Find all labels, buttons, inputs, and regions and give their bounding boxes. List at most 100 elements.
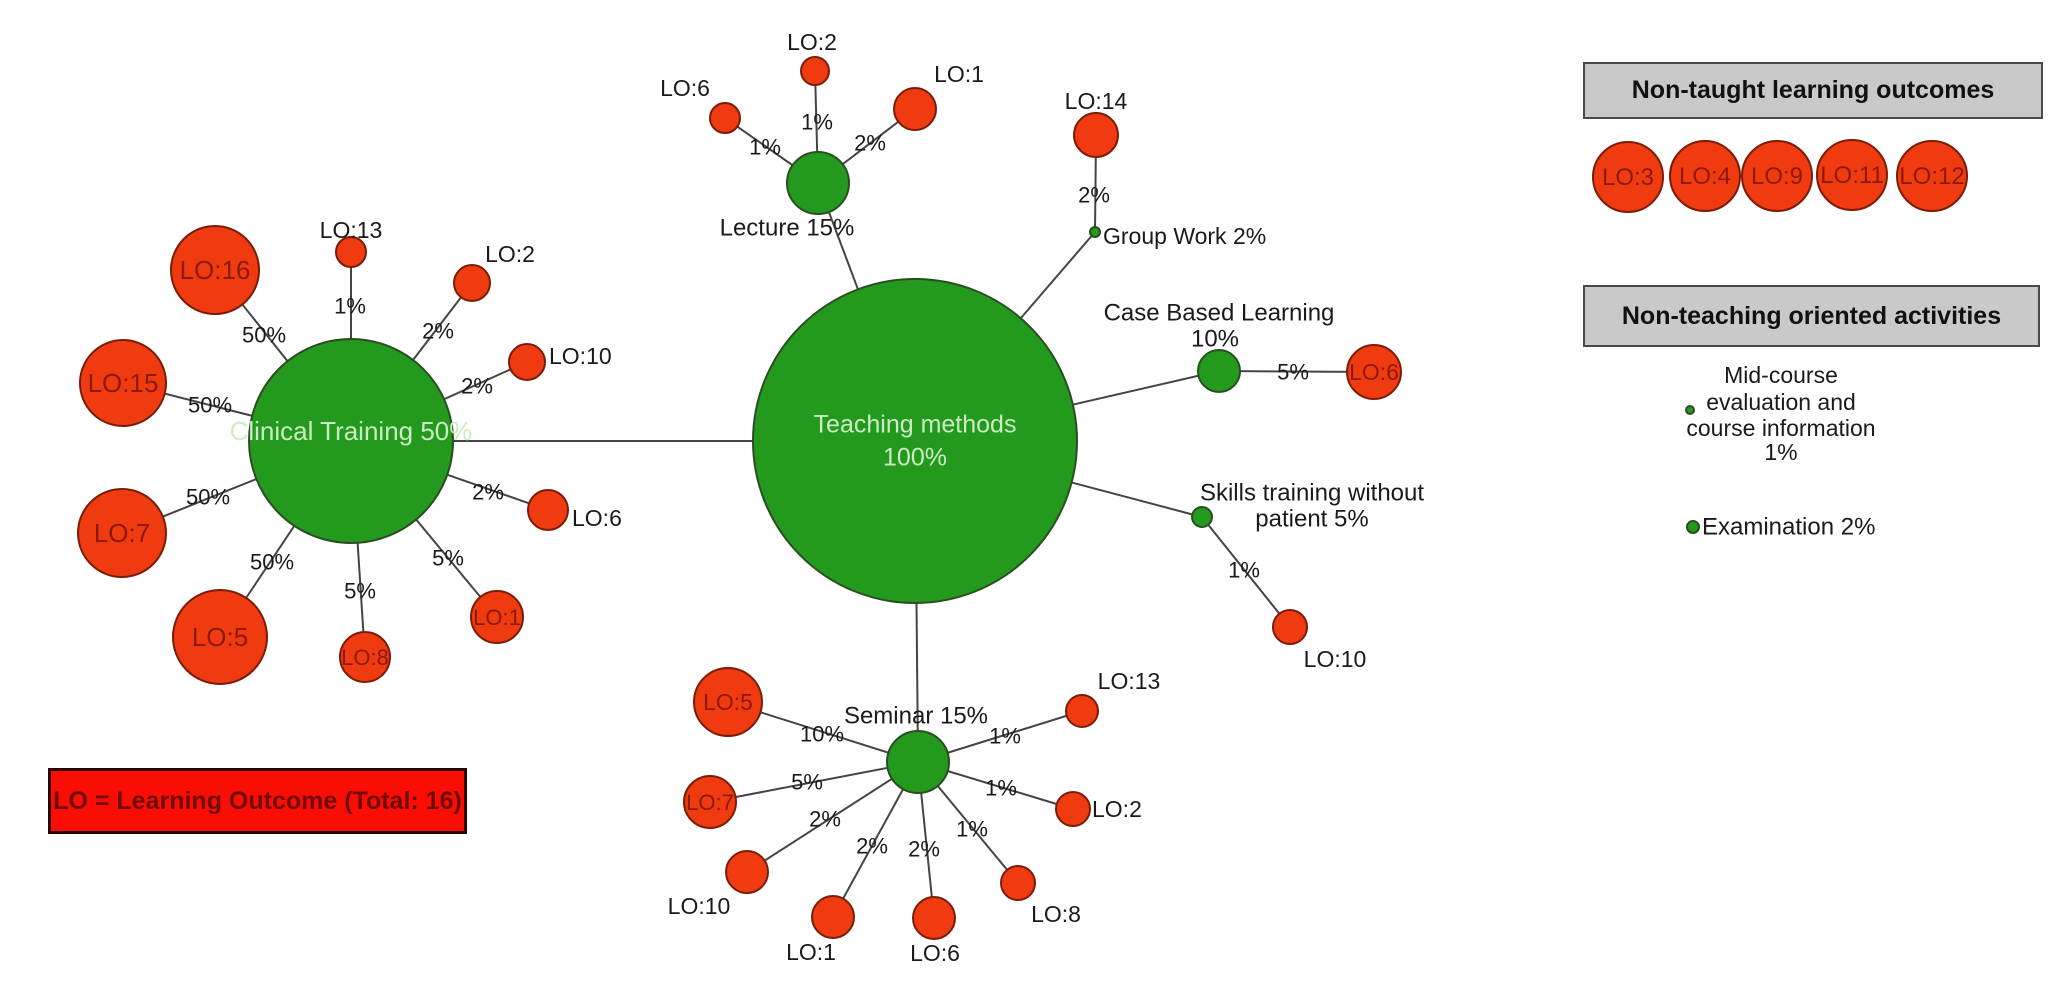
- edge-label-seminar-sem-lo7: 5%: [791, 770, 823, 795]
- sk-lo10-label: LO:10: [1304, 646, 1367, 672]
- edge-label-lecture-lec-lo1: 2%: [854, 131, 886, 156]
- node-label-ct-lo5: LO:5: [192, 622, 248, 652]
- ct-lo6-label: LO:6: [572, 505, 622, 531]
- edge-label-seminar-sem-lo6: 2%: [908, 837, 940, 862]
- node-ct-lo6: [527, 489, 569, 531]
- node-sem-lo13: [1065, 694, 1099, 728]
- legend-box-non-taught-outcomes: Non-taught learning outcomes: [1583, 62, 2043, 119]
- node-teaching-methods: [752, 278, 1078, 604]
- node-case-based-learning: [1197, 349, 1241, 393]
- sem-lo10-label: LO:10: [668, 893, 731, 919]
- edge-label-group-work-lo14: 2%: [1078, 183, 1110, 208]
- edge-label-clinical-training-ct-lo13: 1%: [334, 294, 366, 319]
- edge-label-seminar-sem-lo1: 2%: [856, 834, 888, 859]
- seminar-label: Seminar 15%: [844, 703, 988, 730]
- lec-lo1-label: LO:1: [934, 61, 984, 87]
- node-label-ct-lo7: LO:7: [94, 518, 150, 548]
- cbl-label-line1: Case Based Learning: [1104, 300, 1335, 327]
- node-sem-lo1: [811, 895, 855, 939]
- skills-label-line2: patient 5%: [1255, 506, 1368, 533]
- node-ct-lo10: [508, 343, 546, 381]
- legend-box-non-teaching-activities: Non-teaching oriented activities: [1583, 285, 2040, 347]
- node-ct-lo16: [170, 225, 260, 315]
- node-label-cbl-lo6: LO:6: [1349, 359, 1399, 385]
- node-lecture: [786, 151, 850, 215]
- node-label-sem-lo7: LO:7: [686, 790, 734, 815]
- node-seminar: [886, 730, 950, 794]
- edge-label-seminar-sem-lo13: 1%: [989, 724, 1021, 749]
- node-cbl-lo6: [1346, 344, 1402, 400]
- edge-label-clinical-training-ct-lo10: 2%: [461, 374, 493, 399]
- node-label-ct-lo15: LO:15: [88, 368, 159, 398]
- node-label-legend-lo4: LO:4: [1679, 163, 1731, 190]
- node-sem-lo6: [912, 896, 956, 940]
- key-box-learning-outcome: LO = Learning Outcome (Total: 16): [48, 768, 467, 834]
- node-legend-lo4: [1669, 140, 1741, 212]
- edge-label-case-based-learning-cbl-lo6: 5%: [1277, 360, 1309, 385]
- node-ct-lo13: [335, 236, 367, 268]
- node-legend-lo12: [1896, 140, 1968, 212]
- node-label-ct-lo8: LO:8: [341, 645, 389, 670]
- ct-lo2-label: LO:2: [485, 241, 535, 267]
- midcourse-label-line4: 1%: [1764, 439, 1797, 465]
- node-label-clinical-training: Clinical Training 50%: [230, 416, 473, 446]
- edge-label-seminar-sem-lo10: 2%: [809, 807, 841, 832]
- legend-box-non-teaching-title: Non-teaching oriented activities: [1621, 301, 2002, 330]
- node-label-legend-lo12: LO:12: [1899, 163, 1964, 190]
- node-ct-lo15: [79, 339, 167, 427]
- key-box-text: LO = Learning Outcome (Total: 16): [53, 786, 462, 815]
- edge-label-clinical-training-ct-lo1: 5%: [432, 546, 464, 571]
- node-ct-lo8: [339, 631, 391, 683]
- node-examination-dot: [1686, 520, 1700, 534]
- lo14-label: LO:14: [1065, 88, 1128, 114]
- node-legend-lo9: [1741, 140, 1813, 212]
- group-work-label: Group Work 2%: [1103, 223, 1266, 249]
- node-sem-lo8: [1000, 865, 1036, 901]
- edge-label-skills-training-sk-lo10: 1%: [1228, 558, 1260, 583]
- midcourse-label-line3: course information: [1686, 415, 1875, 441]
- ct-lo10-label: LO:10: [549, 343, 612, 369]
- ct-lo13-label: LO:13: [320, 217, 383, 243]
- node-midcourse-dot: [1685, 405, 1695, 415]
- sem-lo1-label: LO:1: [786, 939, 836, 965]
- edge-seminar-sem-lo7: [709, 761, 919, 803]
- node-sem-lo2: [1055, 791, 1091, 827]
- edge-label-clinical-training-ct-lo7: 50%: [186, 485, 230, 510]
- node-lo14: [1073, 112, 1119, 158]
- edge-label-seminar-sem-lo8: 1%: [956, 817, 988, 842]
- node-ct-lo2: [453, 264, 491, 302]
- node-group-work: [1089, 226, 1101, 238]
- node-lec-lo1: [893, 87, 937, 131]
- lecture-label: Lecture 15%: [720, 215, 855, 242]
- node-sem-lo7: [683, 775, 737, 829]
- node-ct-lo7: [77, 488, 167, 578]
- node-ct-lo5: [172, 589, 268, 685]
- midcourse-label-line1: Mid-course: [1724, 362, 1838, 388]
- sem-lo2-label: LO:2: [1092, 796, 1142, 822]
- edge-skills-training-sk-lo10: [1201, 516, 1291, 628]
- node-legend-lo3: [1592, 141, 1664, 213]
- node-label-legend-lo11: LO:11: [1820, 162, 1884, 189]
- edge-label-lecture-lec-lo6: 1%: [749, 135, 781, 160]
- cbl-label-line2: 10%: [1191, 326, 1239, 353]
- node-label-ct-lo16: LO:16: [180, 255, 251, 285]
- node-skills-training: [1191, 506, 1213, 528]
- node-lec-lo2: [800, 56, 830, 86]
- node-label-ct-lo1: LO:1: [473, 605, 521, 630]
- node-sk-lo10: [1272, 609, 1308, 645]
- node-legend-lo11: [1816, 139, 1888, 211]
- edge-label-clinical-training-ct-lo8: 5%: [344, 579, 376, 604]
- node-label-sem-lo5: LO:5: [703, 689, 753, 715]
- edge-label-clinical-training-ct-lo15: 50%: [188, 393, 232, 418]
- edge-seminar-sem-lo10: [746, 761, 919, 873]
- legend-box-non-taught-title: Non-taught learning outcomes: [1631, 76, 1995, 104]
- edge-label-clinical-training-ct-lo2: 2%: [422, 319, 454, 344]
- node-label-legend-lo9: LO:9: [1751, 163, 1803, 190]
- skills-label-line1: Skills training without: [1200, 480, 1424, 507]
- node-sem-lo10: [725, 850, 769, 894]
- node-clinical-training: [248, 338, 454, 544]
- edge-label-lecture-lec-lo2: 1%: [801, 110, 833, 135]
- edge-label-seminar-sem-lo5: 10%: [800, 722, 844, 747]
- lec-lo6-label: LO:6: [660, 75, 710, 101]
